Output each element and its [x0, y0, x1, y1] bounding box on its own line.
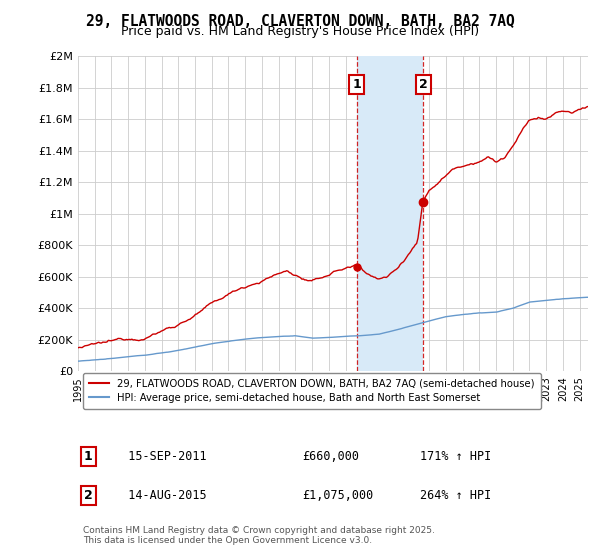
- Text: 171% ↑ HPI: 171% ↑ HPI: [420, 450, 491, 463]
- Text: £1,075,000: £1,075,000: [302, 489, 374, 502]
- Text: 1: 1: [84, 450, 92, 463]
- Text: £660,000: £660,000: [302, 450, 359, 463]
- Text: Contains HM Land Registry data © Crown copyright and database right 2025.
This d: Contains HM Land Registry data © Crown c…: [83, 526, 435, 545]
- Text: 264% ↑ HPI: 264% ↑ HPI: [420, 489, 491, 502]
- Text: 2: 2: [419, 78, 428, 91]
- Text: 2: 2: [84, 489, 92, 502]
- Text: 14-AUG-2015: 14-AUG-2015: [114, 489, 206, 502]
- Legend: 29, FLATWOODS ROAD, CLAVERTON DOWN, BATH, BA2 7AQ (semi-detached house), HPI: Av: 29, FLATWOODS ROAD, CLAVERTON DOWN, BATH…: [83, 373, 541, 409]
- Text: 15-SEP-2011: 15-SEP-2011: [114, 450, 206, 463]
- Bar: [358, 56, 423, 371]
- Text: 29, FLATWOODS ROAD, CLAVERTON DOWN, BATH, BA2 7AQ: 29, FLATWOODS ROAD, CLAVERTON DOWN, BATH…: [86, 14, 514, 29]
- Text: 1: 1: [352, 78, 361, 91]
- Text: Price paid vs. HM Land Registry's House Price Index (HPI): Price paid vs. HM Land Registry's House …: [121, 25, 479, 38]
